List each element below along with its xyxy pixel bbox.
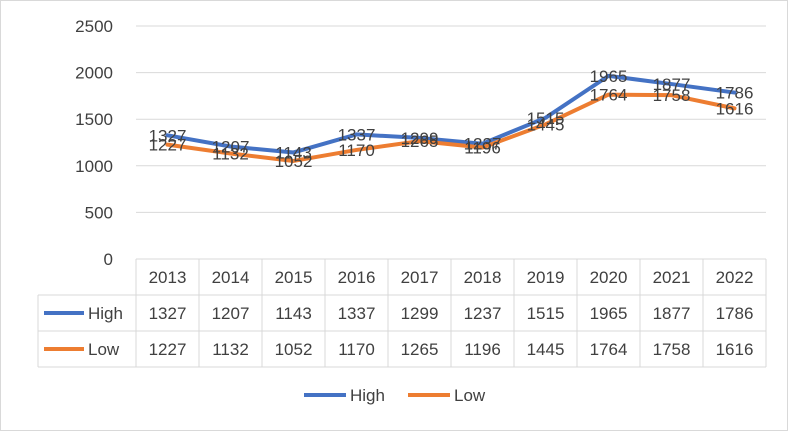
- data-label: 1207: [212, 138, 250, 157]
- data-label: 1445: [527, 115, 565, 134]
- data-label: 1265: [401, 132, 439, 151]
- y-tick-label: 1000: [75, 157, 113, 176]
- data-label: 1143: [275, 143, 312, 162]
- table-category-label: 2020: [590, 268, 628, 287]
- legend-label: Low: [454, 386, 486, 405]
- data-label: 1877: [653, 75, 691, 94]
- table-cell-value: 1616: [716, 340, 754, 359]
- data-label: 1515: [527, 109, 565, 128]
- table-cell-value: 1877: [653, 304, 691, 323]
- table-category-label: 2018: [464, 268, 502, 287]
- table-cell-value: 1207: [212, 304, 250, 323]
- table-cell-value: 1327: [149, 304, 187, 323]
- y-tick-label: 2500: [75, 17, 113, 36]
- data-label: 1758: [653, 86, 691, 105]
- data-label: 1299: [401, 129, 439, 148]
- table-cell-value: 1227: [149, 340, 187, 359]
- table-series-name: High: [88, 304, 123, 323]
- y-tick-label: 500: [85, 203, 113, 222]
- table-cell-value: 1052: [275, 340, 313, 359]
- legend-label: High: [350, 386, 385, 405]
- data-label: 1616: [716, 99, 754, 118]
- table-category-label: 2014: [212, 268, 250, 287]
- series-line-low: [165, 92, 737, 163]
- table-cell-value: 1170: [338, 340, 375, 359]
- data-label: 1965: [590, 67, 628, 86]
- data-label: 1786: [716, 84, 754, 103]
- data-label: 1764: [590, 86, 628, 105]
- table-category-label: 2019: [527, 268, 565, 287]
- table-cell-value: 1265: [401, 340, 439, 359]
- data-label: 1237: [464, 135, 502, 154]
- table-cell-value: 1965: [590, 304, 628, 323]
- table-cell-value: 1196: [464, 340, 501, 359]
- table-cell-value: 1758: [653, 340, 691, 359]
- y-tick-label: 0: [104, 250, 113, 269]
- table-cell-value: 1515: [527, 304, 565, 323]
- series-line-high: [165, 73, 737, 155]
- data-label: 1227: [149, 136, 187, 155]
- table-category-label: 2022: [716, 268, 754, 287]
- data-label: 1337: [338, 125, 376, 144]
- data-label: 1196: [464, 139, 501, 158]
- table-cell-value: 1786: [716, 304, 754, 323]
- table-category-label: 2013: [149, 268, 187, 287]
- table-cell-value: 1143: [275, 304, 312, 323]
- table-series-name: Low: [88, 340, 120, 359]
- data-label: 1132: [212, 144, 249, 163]
- table-cell-value: 1132: [212, 340, 249, 359]
- y-tick-label: 1500: [75, 110, 113, 129]
- data-label: 1052: [275, 152, 313, 171]
- table-category-label: 2021: [653, 268, 691, 287]
- data-label: 1327: [149, 126, 187, 145]
- table-cell-value: 1764: [590, 340, 628, 359]
- table-cell-value: 1445: [527, 340, 565, 359]
- table-category-label: 2015: [275, 268, 313, 287]
- y-tick-label: 2000: [75, 64, 113, 83]
- table-category-label: 2017: [401, 268, 439, 287]
- table-cell-value: 1299: [401, 304, 439, 323]
- data-label: 1170: [338, 141, 375, 160]
- table-cell-value: 1237: [464, 304, 502, 323]
- table-category-label: 2016: [338, 268, 376, 287]
- table-cell-value: 1337: [338, 304, 376, 323]
